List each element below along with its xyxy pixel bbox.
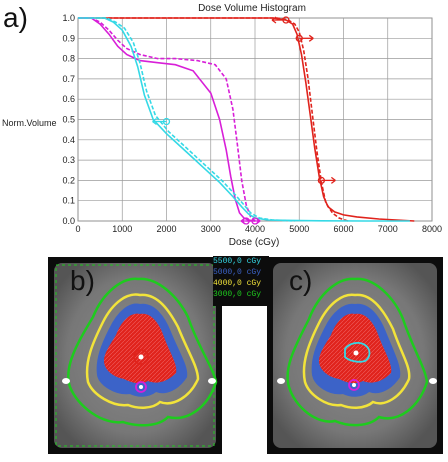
spinal-cord-center <box>139 385 143 389</box>
markers <box>152 16 336 225</box>
spinal-cord-marker <box>348 379 360 391</box>
target-center <box>353 350 359 356</box>
dashed-boundary <box>55 264 215 447</box>
marker-red-top <box>271 16 290 24</box>
tick-labels: 0 1000 2000 3000 4000 5000 6000 7000 8000 0.0 0.1 0… <box>62 13 442 234</box>
y-tick-label: 0.9 <box>62 33 75 43</box>
ct-slice-c <box>273 263 437 448</box>
x-tick-label: 3000 <box>201 224 221 234</box>
ct-slice-b <box>54 263 218 448</box>
y-tick-label: 0.5 <box>62 115 75 125</box>
y-axis-label: Norm.Volume <box>2 118 57 128</box>
y-tick-label: 0.8 <box>62 54 75 64</box>
isodose-legend: 5500,0 cGy 5000,0 cGy 4000,0 cGy 3000,0 … <box>213 256 269 306</box>
isodose-4000 <box>302 293 411 409</box>
panel-label-c: c) <box>289 265 313 296</box>
marker-cyan <box>152 117 171 126</box>
isodose-4000 <box>85 293 200 409</box>
x-tick-label: 7000 <box>378 224 398 234</box>
x-tick-label: 1000 <box>112 224 132 234</box>
legend-item-4000: 4000,0 cGy <box>213 279 262 288</box>
marker-head <box>330 176 336 184</box>
isodose-3000 <box>67 277 218 427</box>
isodose-5500 <box>104 313 177 384</box>
spinal-cord-center <box>352 383 356 387</box>
marker-head <box>152 118 157 126</box>
marker-red-low <box>317 176 336 185</box>
y-tick-label: 0.7 <box>62 74 75 84</box>
dvh-series-5 <box>78 17 295 222</box>
artifact-right <box>429 378 437 384</box>
y-tick-label: 0.1 <box>62 196 75 206</box>
spinal-cord-marker <box>135 381 147 393</box>
ct-image-c: c) <box>267 257 443 454</box>
isodose-5500 <box>319 313 392 384</box>
legend-item-3000: 3000,0 cGy <box>213 290 262 299</box>
ct-image-b: b) <box>48 257 222 454</box>
y-tick-label: 1.0 <box>62 13 75 23</box>
dvh-series-0 <box>78 17 415 222</box>
marker-head <box>271 16 277 24</box>
x-tick-label: 0 <box>75 224 80 234</box>
artifact-left <box>62 378 70 384</box>
artifact-left <box>277 378 285 384</box>
target-marker <box>133 349 149 365</box>
x-axis-label: Dose (cGy) <box>229 237 280 248</box>
y-tick-label: 0.4 <box>62 135 75 145</box>
y-tick-label: 0.2 <box>62 175 75 185</box>
y-tick-label: 0.3 <box>62 155 75 165</box>
dvh-series-3 <box>78 17 256 222</box>
x-tick-label: 6000 <box>333 224 353 234</box>
y-tick-label: 0.0 <box>62 216 75 226</box>
dvh-chart-panel: a) Dose Volume Histogram Dose (cGy) Norm… <box>2 2 443 248</box>
y-tick-label: 0.6 <box>62 94 75 104</box>
x-tick-label: 2000 <box>156 224 176 234</box>
legend-item-5000: 5000,0 cGy <box>213 268 262 277</box>
legend-item-5500: 5500,0 cGy <box>213 257 262 266</box>
x-tick-label: 8000 <box>422 224 442 234</box>
marker-magenta-b <box>240 217 259 225</box>
artifact-right <box>208 378 216 384</box>
x-tick-label: 5000 <box>289 224 309 234</box>
target-center <box>138 354 144 360</box>
chart-title: Dose Volume Histogram <box>198 3 306 14</box>
marker-head <box>240 217 246 225</box>
x-tick-label: 4000 <box>245 224 265 234</box>
panel-label-a: a) <box>3 2 28 33</box>
marker-head <box>308 34 314 42</box>
dvh-series-2 <box>78 17 256 222</box>
isodose-3000 <box>286 277 429 427</box>
panel-label-b: b) <box>70 265 95 296</box>
cyan-contour <box>344 342 371 363</box>
marker-red-mid <box>295 34 314 42</box>
dvh-chart: Dose Volume Histogram Dose (cGy) Norm.Vo… <box>2 3 442 248</box>
